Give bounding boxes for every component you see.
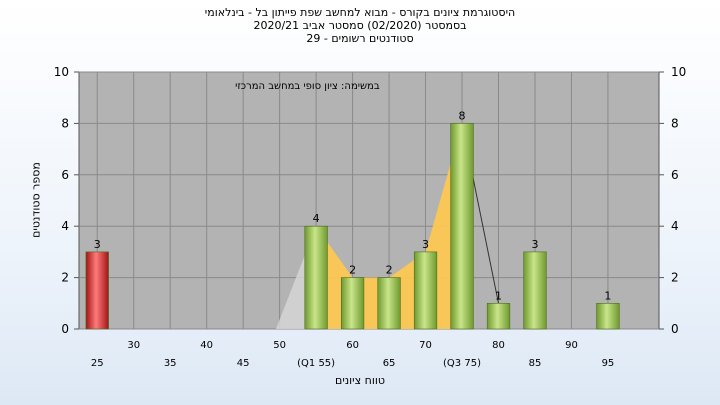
x-tick-top-5: 80 bbox=[492, 340, 505, 351]
y-axis-title: מספר סטודנטים bbox=[29, 162, 43, 238]
x-tick-bottom-3: (Q1 55) bbox=[297, 358, 335, 369]
x-tick-bottom-5: (Q3 75) bbox=[443, 358, 481, 369]
x-tick-top-4: 70 bbox=[419, 340, 432, 351]
y-tick-left-6: 6 bbox=[61, 168, 69, 182]
y-tick-left-4: 4 bbox=[61, 219, 69, 233]
x-tick-top-2: 50 bbox=[273, 340, 286, 351]
bar-label-25: 3 bbox=[94, 238, 101, 251]
bar-label-70: 3 bbox=[422, 238, 429, 251]
chart-semester: בסמסטר (02/2020) סמסטר אביב 2020/21 bbox=[253, 19, 467, 32]
bar-60 bbox=[340, 277, 365, 330]
y-tick-right-4: 4 bbox=[671, 219, 679, 233]
chart-title: היסטוגרמת ציונים בקורס - מבוא למחשב שפת … bbox=[204, 6, 516, 19]
x-tick-top-0: 30 bbox=[127, 340, 140, 351]
bar-label-65: 2 bbox=[386, 264, 393, 277]
chart-titles: היסטוגרמת ציונים בקורס - מבוא למחשב שפת … bbox=[0, 6, 720, 45]
x-tick-bottom-7: 95 bbox=[602, 358, 615, 369]
x-axis-title: טווח ציונים bbox=[335, 374, 385, 387]
x-tick-bottom-6: 85 bbox=[529, 358, 542, 369]
y-tick-right-2: 2 bbox=[671, 271, 679, 285]
x-tick-top-1: 40 bbox=[200, 340, 213, 351]
x-tick-bottom-4: 65 bbox=[383, 358, 396, 369]
bar-75 bbox=[450, 123, 474, 330]
bar-label-60: 2 bbox=[349, 264, 356, 277]
bar-label-55: 4 bbox=[313, 212, 320, 225]
bar-55 bbox=[304, 225, 328, 330]
x-tick-bottom-0: 25 bbox=[91, 358, 104, 369]
y-tick-right-0: 0 bbox=[671, 322, 679, 336]
y-tick-left-0: 0 bbox=[61, 322, 69, 336]
bar-95 bbox=[596, 302, 620, 330]
y-tick-right-8: 8 bbox=[671, 116, 679, 130]
x-tick-bottom-2: 45 bbox=[237, 358, 250, 369]
bar-label-75: 8 bbox=[459, 109, 466, 122]
bar-25 bbox=[85, 251, 109, 330]
bar-label-85: 3 bbox=[531, 238, 538, 251]
x-tick-top-6: 90 bbox=[565, 340, 578, 351]
bar-label-80: 1 bbox=[495, 289, 502, 302]
chart-subtitle: במשימה: ציון סופי במחשב המרכזי bbox=[235, 81, 380, 92]
y-tick-right-10: 10 bbox=[671, 65, 686, 79]
bar-85 bbox=[523, 251, 547, 330]
x-tick-top-3: 60 bbox=[346, 340, 359, 351]
y-tick-right-6: 6 bbox=[671, 168, 679, 182]
x-tick-bottom-1: 35 bbox=[164, 358, 177, 369]
y-tick-left-8: 8 bbox=[61, 116, 69, 130]
y-tick-left-2: 2 bbox=[61, 271, 69, 285]
bar-label-95: 1 bbox=[604, 289, 611, 302]
bar-65 bbox=[377, 277, 401, 330]
bar-70 bbox=[413, 251, 438, 330]
bar-80 bbox=[486, 302, 511, 330]
y-tick-left-10: 10 bbox=[54, 65, 69, 79]
chart-registered-count: סטודנטים רשומים - 29 bbox=[306, 32, 414, 45]
